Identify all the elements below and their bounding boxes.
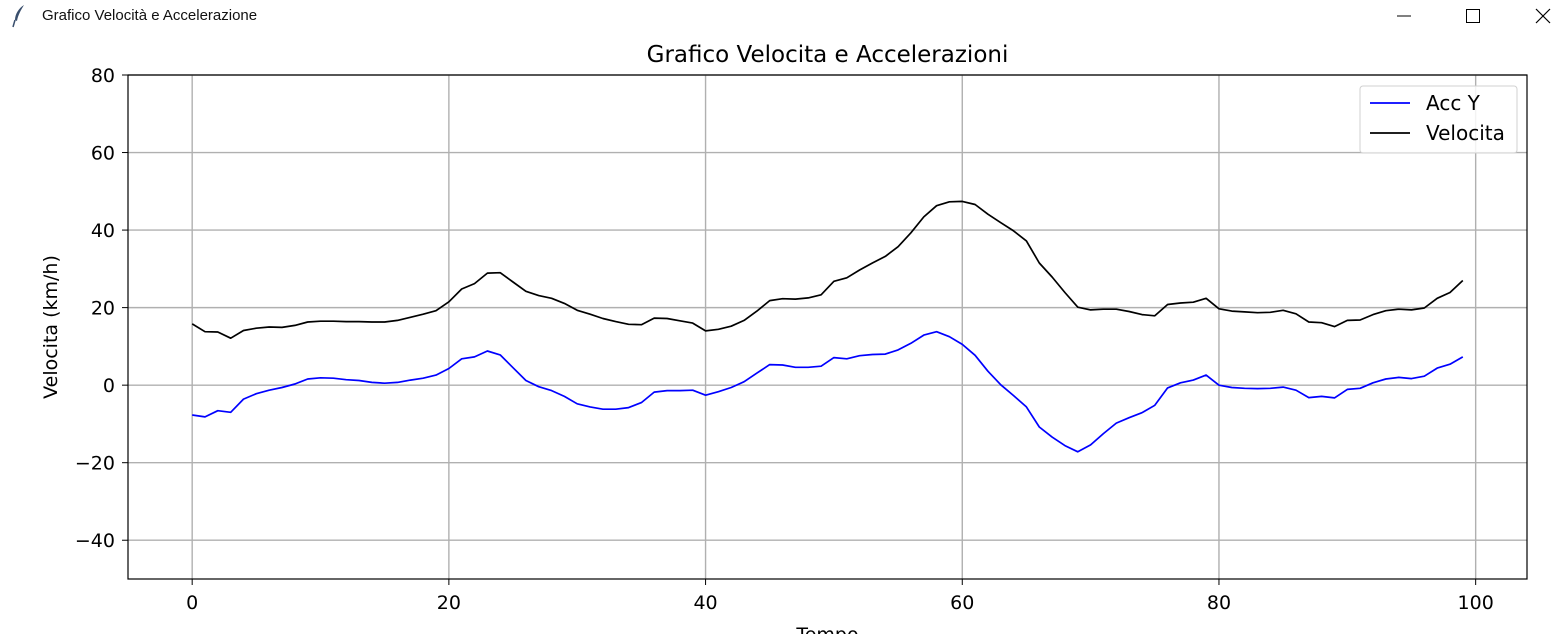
series-lines bbox=[191, 200, 1464, 453]
close-button[interactable] bbox=[1520, 0, 1566, 32]
y-tick-label: 0 bbox=[103, 375, 115, 397]
window-title: Grafico Velocità e Accelerazione bbox=[42, 7, 258, 24]
y-tick-label: −20 bbox=[75, 453, 115, 475]
x-tick-label: 60 bbox=[950, 592, 974, 614]
axes-frame bbox=[127, 74, 1528, 580]
ticks: 0 20 40 60 80 100 −40 −20 0 20 40 60 80 bbox=[75, 65, 1494, 614]
legend: Acc Y Velocita bbox=[1359, 85, 1518, 154]
legend-label: Acc Y bbox=[1426, 91, 1481, 115]
window-titlebar[interactable]: Grafico Velocità e Accelerazione bbox=[0, 0, 1567, 34]
x-tick-label: 100 bbox=[1458, 592, 1494, 614]
series-line-acc-y bbox=[192, 330, 1464, 453]
y-tick-label: 80 bbox=[91, 65, 115, 87]
minimize-icon bbox=[1397, 15, 1411, 17]
x-axis-title: Tempo bbox=[795, 624, 858, 634]
maximize-icon bbox=[1466, 9, 1480, 23]
close-icon bbox=[1535, 8, 1551, 24]
x-tick-label: 40 bbox=[693, 592, 717, 614]
grid bbox=[128, 74, 1527, 579]
series-line-velocita bbox=[191, 200, 1464, 340]
y-tick-label: 20 bbox=[91, 298, 115, 320]
minimize-button[interactable] bbox=[1381, 0, 1427, 32]
legend-label: Velocita bbox=[1426, 121, 1505, 145]
y-axis-title: Velocita (km/h) bbox=[40, 255, 62, 399]
y-tick-label: 40 bbox=[91, 220, 115, 242]
y-tick-label: 60 bbox=[91, 143, 115, 165]
y-tick-label: −40 bbox=[75, 530, 115, 552]
x-tick-label: 0 bbox=[186, 592, 198, 614]
x-tick-label: 20 bbox=[437, 592, 461, 614]
feather-icon bbox=[10, 4, 30, 28]
maximize-button[interactable] bbox=[1450, 0, 1496, 32]
chart-title: Grafico Velocita e Accelerazioni bbox=[647, 42, 1009, 68]
x-tick-label: 80 bbox=[1207, 592, 1231, 614]
